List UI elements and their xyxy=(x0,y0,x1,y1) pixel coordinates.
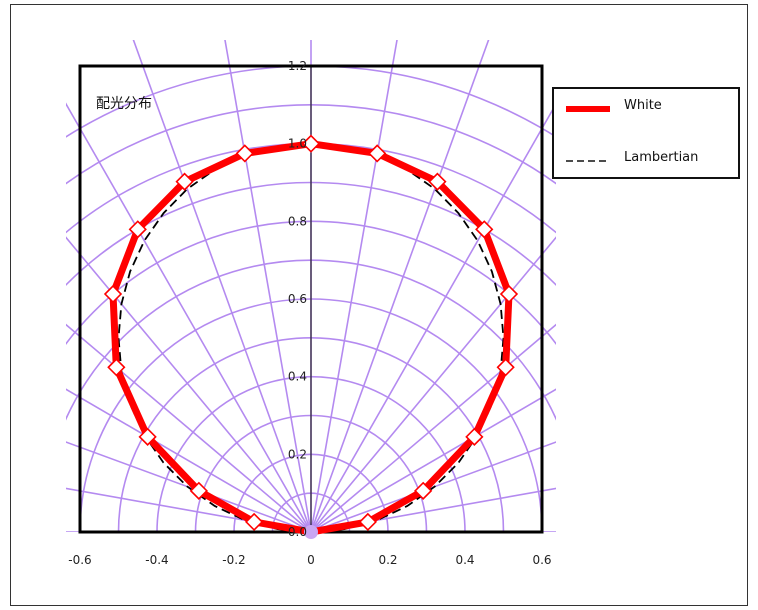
polar-grid xyxy=(66,40,556,532)
legend-label-lambertian: Lambertian xyxy=(624,150,699,165)
grid-spoke-40 xyxy=(66,323,312,532)
grid-spoke-70 xyxy=(132,40,312,532)
data-point-white-13 xyxy=(499,284,519,304)
grid-spoke-160 xyxy=(310,441,556,532)
grid-ring-8 xyxy=(66,181,556,287)
legend-swatch-lambertian xyxy=(566,160,610,162)
grid-spoke-100 xyxy=(310,40,398,532)
legend-label-white: White xyxy=(624,98,662,113)
data-point-white-7 xyxy=(175,172,194,191)
plot-title: 配光分布 xyxy=(96,96,152,112)
series-layer xyxy=(103,134,519,539)
legend-item-white: White xyxy=(554,95,738,117)
grid-ring-9 xyxy=(66,142,556,234)
data-point-white-8 xyxy=(235,144,254,163)
origin-dot xyxy=(304,525,318,539)
grid-spoke-80 xyxy=(224,40,312,532)
data-point-white-12 xyxy=(475,220,494,239)
y-tick-label-0: 0.0 xyxy=(288,525,307,539)
x-tick-label-6: 0.6 xyxy=(532,553,551,567)
legend-swatch-white xyxy=(566,106,610,112)
legend: White Lambertian xyxy=(552,87,740,179)
tick-labels: -0.6 -0.4 -0.2 0 0.2 0.4 0.6 0.0 0.2 0.4 0.6 0.8 1.0… xyxy=(68,59,551,567)
grid-spoke-50 xyxy=(66,236,312,532)
data-point-white-14 xyxy=(496,358,515,377)
grid-spoke-110 xyxy=(310,40,490,532)
data-point-white-9 xyxy=(301,134,321,153)
data-point-white-5 xyxy=(103,284,123,304)
x-tick-label-0: -0.6 xyxy=(68,553,91,567)
y-tick-label-6: 1.2 xyxy=(288,59,307,73)
grid-spoke-60 xyxy=(66,102,312,532)
x-tick-label-1: -0.4 xyxy=(145,553,168,567)
grid-spoke-10 xyxy=(66,487,312,532)
grid-spoke-120 xyxy=(310,102,556,532)
data-point-white-6 xyxy=(128,220,147,239)
x-tick-label-5: 0.4 xyxy=(455,553,474,567)
data-point-white-16 xyxy=(414,481,433,500)
data-point-white-4 xyxy=(107,358,126,377)
y-tick-label-1: 0.2 xyxy=(288,447,307,461)
legend-item-lambertian: Lambertian xyxy=(554,147,738,169)
grid-spoke-170 xyxy=(310,487,556,532)
data-point-white-3 xyxy=(138,427,157,446)
y-tick-label-5: 1.0 xyxy=(288,137,307,151)
data-point-white-15 xyxy=(465,427,484,446)
grid-spoke-140 xyxy=(310,323,556,532)
x-tick-label-2: -0.2 xyxy=(222,553,245,567)
data-point-white-10 xyxy=(368,144,387,163)
data-point-white-17 xyxy=(358,512,378,532)
data-point-white-11 xyxy=(428,172,447,191)
grid-spoke-150 xyxy=(310,388,556,532)
grid-spoke-30 xyxy=(66,388,312,532)
data-point-white-2 xyxy=(189,481,208,500)
x-tick-label-4: 0.2 xyxy=(378,553,397,567)
y-tick-label-3: 0.6 xyxy=(288,292,307,306)
y-tick-label-4: 0.8 xyxy=(288,214,307,228)
y-tick-label-2: 0.4 xyxy=(288,370,307,384)
x-tick-label-3: 0 xyxy=(307,553,315,567)
data-point-white-1 xyxy=(244,512,264,532)
